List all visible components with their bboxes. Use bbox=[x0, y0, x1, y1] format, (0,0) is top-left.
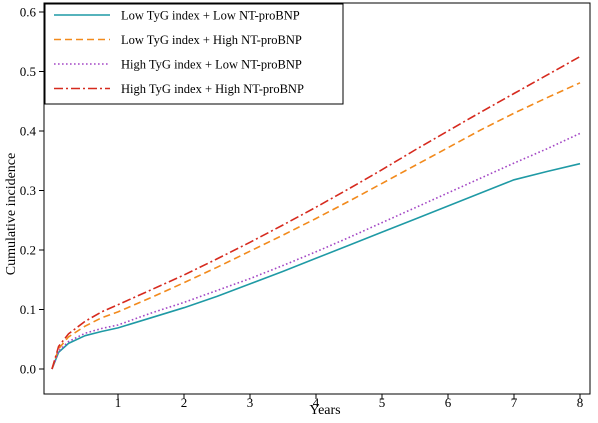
legend-label-1: Low TyG index + Low NT-proBNP bbox=[121, 9, 300, 23]
x-tick-label: 7 bbox=[511, 395, 518, 410]
series-line-4 bbox=[51, 55, 581, 370]
y-tick-label: 0.6 bbox=[20, 5, 37, 20]
x-tick-label: 8 bbox=[577, 395, 584, 410]
y-tick-label: 0.0 bbox=[20, 362, 36, 377]
legend-label-2: Low TyG index + High NT-proBNP bbox=[121, 33, 302, 47]
series-line-1 bbox=[51, 162, 581, 370]
x-axis-title: Years bbox=[309, 403, 340, 418]
legend-label-3: High TyG index + Low NT-proBNP bbox=[121, 58, 302, 72]
legend-box bbox=[44, 3, 344, 105]
x-tick-label: 6 bbox=[445, 395, 452, 410]
y-tick-label: 0.2 bbox=[20, 243, 36, 258]
y-tick-label: 0.5 bbox=[20, 64, 36, 79]
plot-frame bbox=[43, 2, 591, 395]
x-tick-label: 4 bbox=[313, 395, 320, 410]
x-tick-label: 5 bbox=[379, 395, 386, 410]
x-tick-label: 1 bbox=[115, 395, 122, 410]
legend-label-4: High TyG index + High NT-proBNP bbox=[121, 82, 304, 96]
legend: Low TyG index + Low NT-proBNP Low TyG ind… bbox=[44, 3, 344, 105]
x-tick-label: 3 bbox=[247, 395, 254, 410]
y-axis-title: Cumulative incidence bbox=[4, 153, 19, 275]
series-group bbox=[51, 55, 581, 370]
y-tick-label: 0.3 bbox=[20, 183, 36, 198]
x-tick-label: 2 bbox=[181, 395, 188, 410]
y-tick-label: 0.1 bbox=[20, 302, 36, 317]
series-line-2 bbox=[51, 82, 581, 370]
axes: 0.0 0.1 0.2 0.3 0.4 0.5 0.6 1 2 3 4 5 6 7 8 bbox=[20, 2, 591, 410]
series-line-3 bbox=[51, 132, 581, 370]
y-tick-label: 0.4 bbox=[20, 124, 37, 139]
